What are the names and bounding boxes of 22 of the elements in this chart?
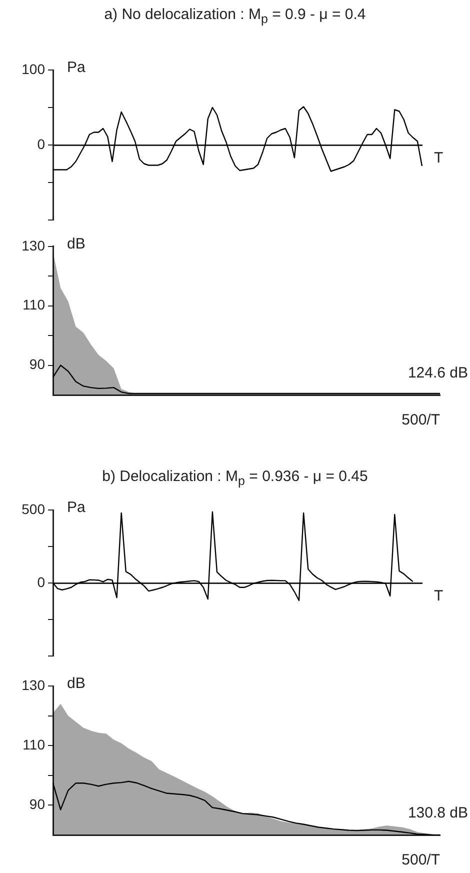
y-tick-label: 90 <box>29 796 46 812</box>
x-axis-title: T <box>434 588 444 605</box>
y-tick-label: 0 <box>37 136 46 152</box>
annotation: 124.6 dB <box>408 364 468 382</box>
chart-title: a) No delocalization : M$_{p}$ = 0.9 - μ = 0.4 <box>103 6 367 26</box>
y-tick-label: 0 <box>37 574 46 590</box>
chart-title: b) Delocalization : M$_{p}$ = 0.936 - μ = 0.45 <box>101 468 369 488</box>
y-tick-label: 90 <box>29 356 46 372</box>
y-tick-label: 130 <box>22 237 46 254</box>
annotation: 130.8 dB <box>408 804 468 822</box>
y-axis-title: dB <box>67 236 86 253</box>
y-axis-title: Pa <box>67 59 86 76</box>
y-tick-label: 100 <box>22 60 46 77</box>
x-axis-title: 500/T <box>402 412 440 429</box>
y-tick-label: 130 <box>22 676 46 693</box>
y-axis-title: dB <box>67 675 86 692</box>
y-tick-label: 110 <box>22 296 46 313</box>
y-axis-title: Pa <box>67 499 86 516</box>
x-axis-title: T <box>434 150 444 167</box>
y-tick-label: 110 <box>22 736 46 752</box>
x-axis-title: 500/T <box>402 852 440 869</box>
y-tick-label: 500 <box>22 500 46 517</box>
